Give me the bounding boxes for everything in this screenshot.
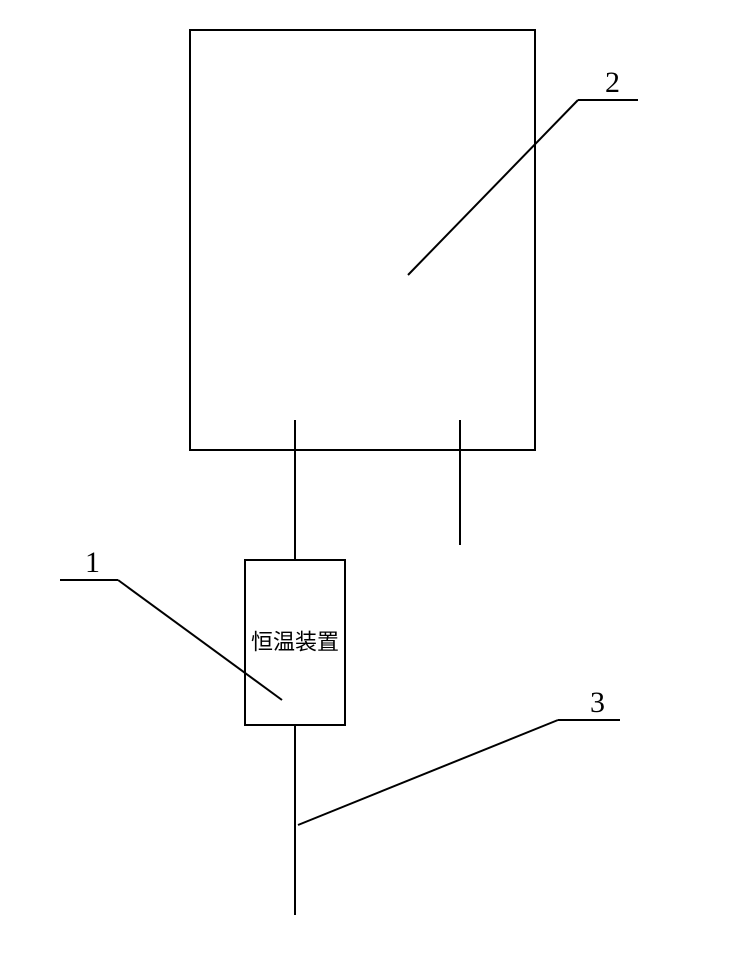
- canvas-bg: [0, 0, 729, 975]
- callout-label-callout_2: 2: [605, 66, 620, 99]
- callout-label-callout_3: 3: [590, 686, 605, 719]
- callout-label-callout_1: 1: [85, 546, 100, 579]
- diagram-canvas: 恒温装置 2 1 3: [0, 0, 729, 975]
- node-label-small_box: 恒温装置: [251, 630, 339, 655]
